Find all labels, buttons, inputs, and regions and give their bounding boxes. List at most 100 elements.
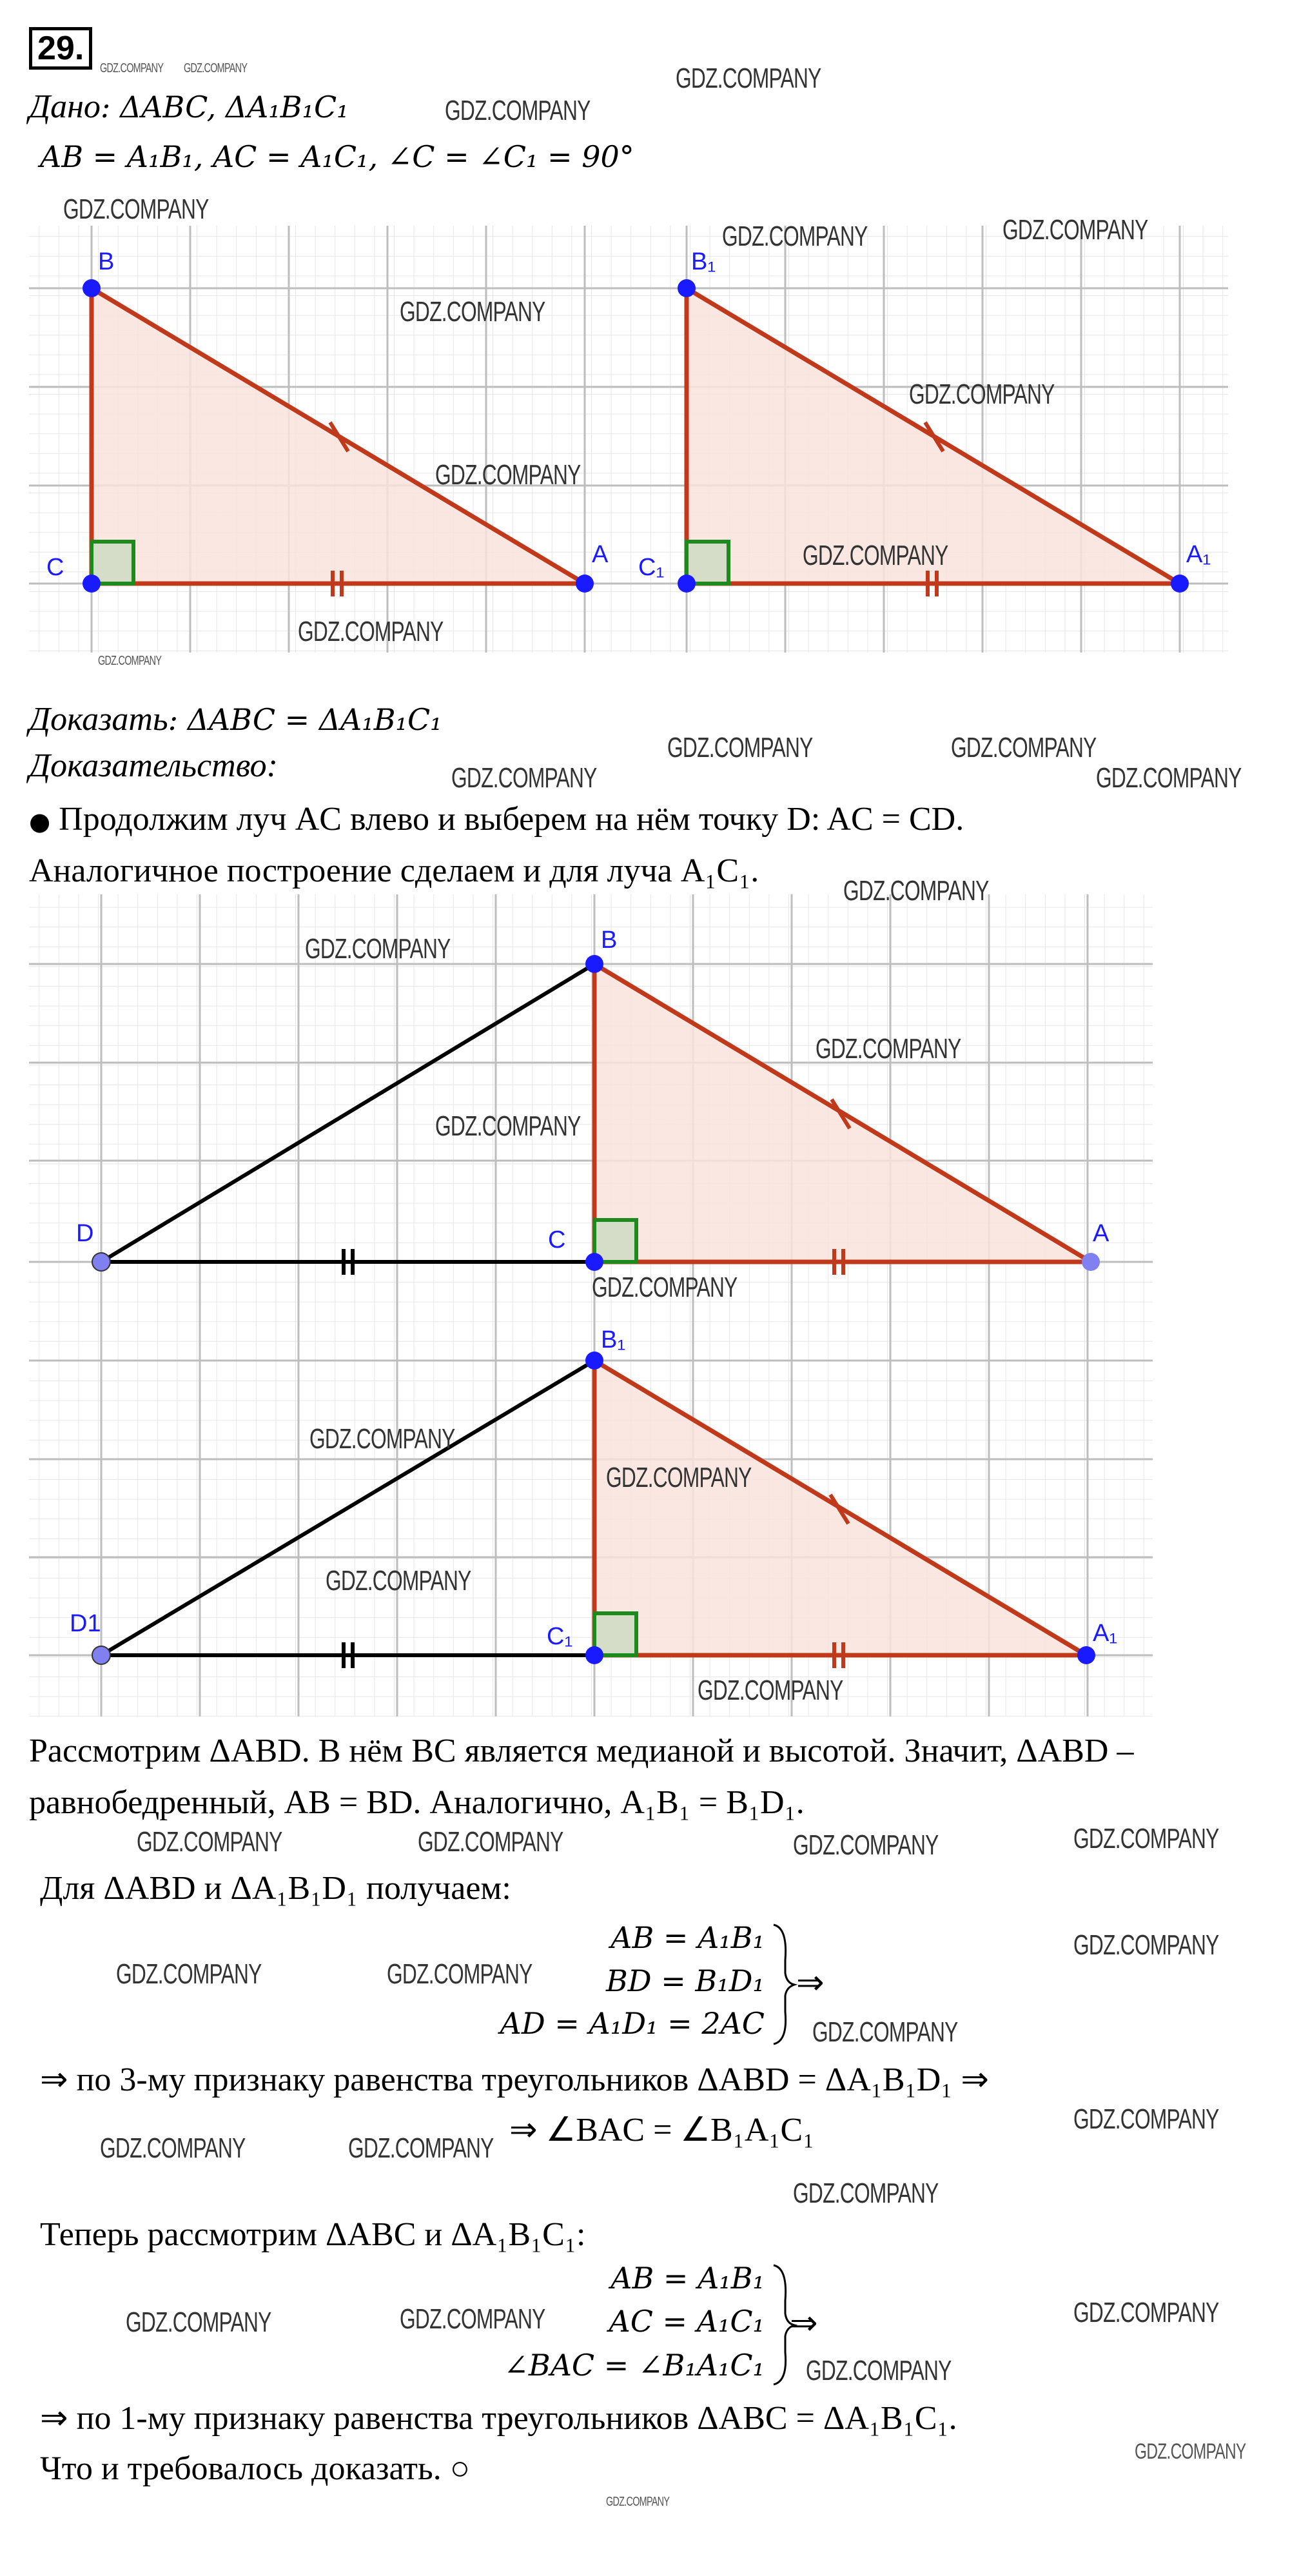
grid-minor (29, 894, 1153, 1716)
watermark: GDZ.COMPANY (98, 654, 162, 668)
brace-2 (773, 2264, 798, 2386)
watermark: GDZ.COMPANY (298, 616, 444, 647)
watermark: GDZ.COMPANY (309, 1423, 455, 1455)
label-b: B (601, 927, 617, 954)
watermark: GDZ.COMPANY (816, 1033, 961, 1065)
watermark: GDZ.COMPANY (606, 2495, 670, 2509)
conclusion-2: ⇒ по 1-му признаку равенства треугольник… (40, 2400, 957, 2437)
label-a: A (1093, 1220, 1109, 1247)
watermark: GDZ.COMPANY (1073, 1929, 1219, 1961)
problem-number: 29. (29, 27, 93, 70)
watermark: GDZ.COMPANY (116, 1958, 262, 1990)
watermark: GDZ.COMPANY (418, 1826, 563, 1858)
point-a1 (1171, 575, 1189, 593)
conclusion-1: ⇒ по 3-му признаку равенства треугольник… (40, 2061, 989, 2098)
watermark: GDZ.COMPANY (1002, 214, 1148, 246)
label-d: D (76, 1220, 93, 1247)
given-line-1: Дано: ΔABC, ΔA₁B₁C₁ (29, 90, 349, 124)
watermark: GDZ.COMPANY (843, 875, 989, 907)
point-b (83, 279, 101, 297)
implies-2: ⇒ (790, 2305, 818, 2342)
watermark: GDZ.COMPANY (667, 732, 813, 763)
point-a1 (1077, 1646, 1095, 1664)
watermark: GDZ.COMPANY (387, 1958, 533, 1990)
figure-2: D C B A D1 C₁ B₁ A₁ (29, 894, 1153, 1716)
watermark: GDZ.COMPANY (592, 1272, 738, 1303)
label-a1: A₁ (1186, 541, 1211, 568)
watermark: GDZ.COMPANY (698, 1675, 843, 1706)
watermark: GDZ.COMPANY (100, 2132, 246, 2164)
tick-mark (328, 421, 350, 453)
point-b (585, 955, 603, 973)
point-d (92, 1252, 111, 1272)
step-1: ● Продолжим луч AC влево и выберем на нё… (29, 803, 964, 836)
label-c: C (46, 554, 64, 581)
watermark: GDZ.COMPANY (722, 221, 868, 252)
triangle-abd: D C B A (76, 927, 1109, 1275)
watermark: GDZ.COMPANY (606, 1462, 752, 1493)
triangle-a1b1c1: B₁ C₁ A₁ (638, 248, 1211, 596)
brace-1 (773, 1923, 798, 2045)
watermark: GDZ.COMPANY (1073, 2103, 1219, 2135)
point-d1 (92, 1646, 111, 1665)
point-b1 (678, 279, 696, 297)
watermark: GDZ.COMPANY (305, 933, 451, 965)
label-a: A (592, 541, 609, 568)
watermark: GDZ.COMPANY (1135, 2439, 1246, 2464)
watermark: GDZ.COMPANY (676, 63, 821, 94)
point-a (576, 575, 594, 593)
paragraph-2: Для ΔABD и ΔA₁B₁D₁ получаем: (40, 1870, 511, 1907)
system-1-line-1: AB = A₁B₁ (611, 1920, 765, 1955)
point-a (1082, 1253, 1100, 1271)
point-b1 (585, 1352, 603, 1370)
watermark: GDZ.COMPANY (793, 1829, 939, 1861)
point-c1 (585, 1646, 603, 1664)
system-2-line-2: AC = A₁C₁ (609, 2304, 765, 2339)
label-b: B (98, 248, 114, 275)
watermark: GDZ.COMPANY (1096, 762, 1242, 794)
watermark: GDZ.COMPANY (348, 2132, 494, 2164)
watermark: GDZ.COMPANY (400, 296, 545, 328)
bullet: ● (29, 807, 51, 836)
step-1-text: Продолжим луч AC влево и выберем на нём … (59, 801, 964, 838)
label-d1: D1 (70, 1610, 101, 1637)
label-c1: C₁ (547, 1623, 572, 1650)
watermark: GDZ.COMPANY (63, 193, 209, 225)
prove-line: Доказать: ΔABC = ΔA₁B₁C₁ (29, 703, 442, 736)
paragraph-1-line-2: равнобедренный, AB = BD. Аналогично, A₁B… (29, 1784, 805, 1821)
watermark: GDZ.COMPANY (445, 95, 591, 126)
label-b1: B₁ (691, 248, 716, 275)
system-1-line-3: AD = A₁D₁ = 2AC (500, 2006, 765, 2041)
watermark: GDZ.COMPANY (806, 2355, 952, 2386)
watermark: GDZ.COMPANY (803, 540, 948, 571)
paragraph-3: Теперь рассмотрим ΔABC и ΔA₁B₁C₁: (40, 2216, 586, 2253)
prove-label: Доказать (29, 701, 168, 738)
watermark: GDZ.COMPANY (793, 2178, 939, 2209)
figure-1: B C A B₁ C₁ A₁ (29, 226, 1228, 653)
point-c (585, 1253, 603, 1271)
triangle-abc: B C A (46, 248, 609, 596)
label-a1: A₁ (1093, 1620, 1117, 1647)
system-1-line-2: BD = B₁D₁ (605, 1963, 765, 1998)
given-line-2: AB = A₁B₁, AC = A₁C₁, ∠C = ∠C₁ = 90° (40, 139, 634, 174)
point-c1 (678, 575, 696, 593)
triangle-a1b1d1: D1 C₁ B₁ A₁ (70, 1326, 1117, 1668)
watermark: GDZ.COMPANY (812, 2016, 958, 2048)
step-1b: Аналогичное построение сделаем и для луч… (29, 852, 759, 889)
label-c: C (548, 1226, 565, 1254)
watermark: GDZ.COMPANY (326, 1565, 471, 1597)
given-triangles: : ΔABC, ΔA₁B₁C₁ (100, 90, 349, 124)
watermark: GDZ.COMPANY (126, 2306, 271, 2338)
watermark: GDZ.COMPANY (435, 1110, 581, 1142)
label-b1: B₁ (601, 1326, 625, 1353)
paragraph-1-line-1: Рассмотрим ΔABD. В нём BC является медиа… (29, 1733, 1134, 1769)
watermark: GDZ.COMPANY (1073, 2297, 1219, 2328)
system-2-line-3: ∠BAC = ∠B₁A₁C₁ (503, 2348, 765, 2383)
watermark: GDZ.COMPANY (909, 379, 1055, 410)
watermark: GDZ.COMPANY (100, 61, 164, 75)
given-label: Дано (29, 88, 101, 125)
watermark: GDZ.COMPANY (1073, 1823, 1219, 1854)
watermark: GDZ.COMPANY (137, 1826, 282, 1858)
watermark: GDZ.COMPANY (400, 2303, 545, 2335)
